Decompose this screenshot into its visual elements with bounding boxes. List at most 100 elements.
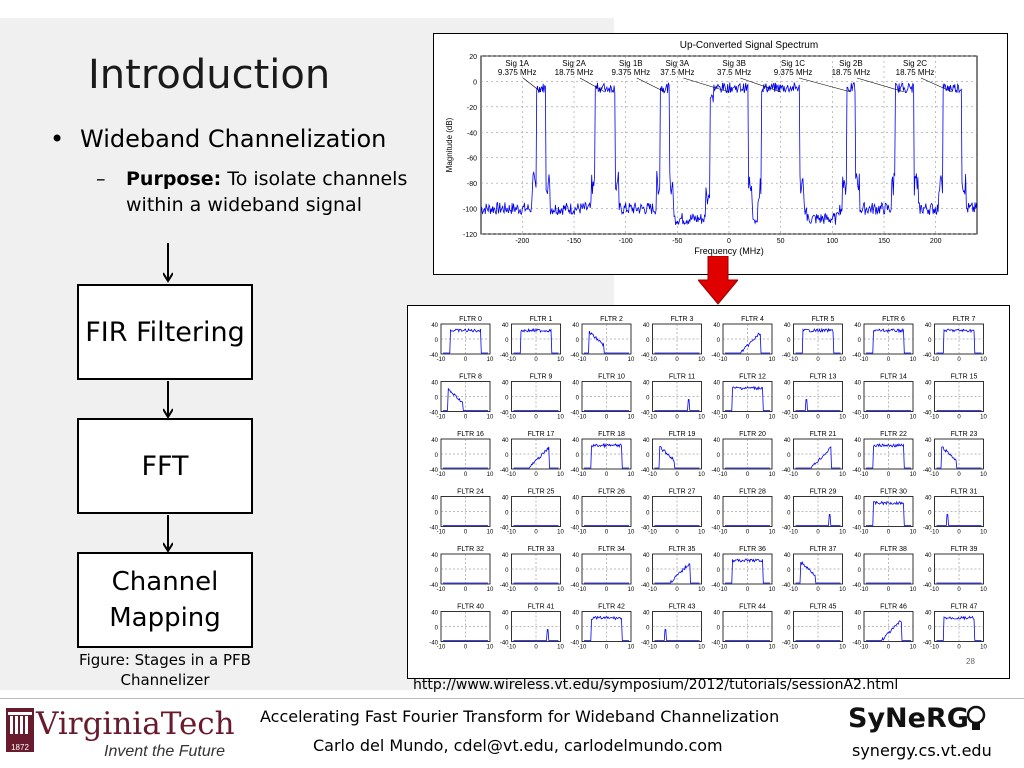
filter-ytick: 40 [572,381,579,387]
filter-xtick: -10 [578,415,587,421]
filter-xtick: 0 [675,530,679,536]
filter-xtick: -10 [578,357,587,363]
filter-xtick: 10 [980,530,987,536]
filter-xtick: 0 [816,415,820,421]
filter-ytick: -40 [852,411,861,417]
filter-ytick: -40 [782,468,791,474]
filter-label: FLTR 25 [528,489,555,496]
filter-label: FLTR 22 [880,431,907,438]
filter-ytick: 40 [431,496,438,502]
filter-xtick: 0 [957,415,961,421]
filter-label: FLTR 8 [459,374,482,381]
filter-label: FLTR 45 [810,604,837,611]
filter-xtick: 0 [464,587,468,593]
filter-ytick: -40 [711,468,720,474]
filter-xtick: 10 [698,357,705,363]
filter-ytick: 40 [925,496,932,502]
filter-xtick: 0 [746,530,750,536]
filter-xtick: 10 [557,530,564,536]
footer-divider [0,698,1024,699]
spectrum-ytick: -40 [467,130,477,137]
filter-ytick: 40 [784,611,791,617]
filter-xtick: -10 [930,645,939,651]
filter-ytick: 40 [784,553,791,559]
filter-ytick: -40 [923,526,932,532]
filter-xtick: 10 [910,645,917,651]
filter-xtick: -10 [437,357,446,363]
filter-ytick: -40 [711,583,720,589]
filter-xtick: 0 [464,472,468,478]
filter-xtick: 10 [769,587,776,593]
spectrum-ytick: -60 [467,156,477,163]
filter-ytick: -40 [641,641,650,647]
filter-response-trace [654,563,700,584]
filter-ytick: 40 [854,323,861,329]
signal-name-label: Sig 3A [666,59,690,68]
filter-xtick: -10 [719,587,728,593]
filter-label: FLTR 24 [457,489,484,496]
filter-ytick: 0 [505,511,509,517]
filter-xtick: 0 [887,530,891,536]
filter-ytick: -40 [923,641,932,647]
filter-ytick: -40 [711,526,720,532]
filter-response-trace [725,558,770,584]
filter-label: FLTR 20 [739,431,766,438]
filter-xtick: -10 [789,472,798,478]
filter-ytick: 0 [717,626,721,632]
filter-ytick: -40 [570,641,579,647]
filter-label: FLTR 42 [598,604,625,611]
filter-label: FLTR 28 [739,489,766,496]
filter-xtick: -10 [789,530,798,536]
filter-xtick: -10 [930,357,939,363]
filter-ytick: 40 [431,438,438,444]
filter-label: FLTR 26 [598,489,625,496]
filter-xtick: 0 [816,587,820,593]
filter-ytick: 40 [784,438,791,444]
filter-label: FLTR 29 [810,489,837,496]
filter-ytick: 40 [572,611,579,617]
filter-xtick: 0 [746,472,750,478]
bullet-item: • Wideband Channelization [50,125,386,153]
filter-label: FLTR 37 [810,546,837,553]
stage-channel-mapping: Channel Mapping [77,552,253,648]
filter-ytick: 40 [502,553,509,559]
signal-pointer [740,77,781,93]
filter-ytick: 40 [854,611,861,617]
filter-ytick: 40 [784,496,791,502]
filter-xtick: 0 [816,645,820,651]
filter-ytick: 40 [572,496,579,502]
filter-ytick: 0 [576,626,580,632]
spectrum-xtick: -100 [619,238,633,245]
filter-xtick: 0 [675,645,679,651]
filter-response-trace [866,443,911,469]
filter-xtick: -10 [930,472,939,478]
filter-ytick: -40 [923,468,932,474]
filter-response-trace [795,399,841,411]
filter-ytick: 0 [505,396,509,402]
down-arrow-icon [698,256,738,305]
filter-ytick: -40 [852,468,861,474]
filter-label: FLTR 2 [600,316,623,323]
filter-xtick: 10 [698,472,705,478]
page-number: 28 [966,657,975,666]
filter-ytick: 0 [928,338,932,344]
filter-xtick: -10 [860,587,869,593]
filter-label: FLTR 35 [669,546,696,553]
filter-ytick: 40 [925,553,932,559]
filter-ytick: 0 [435,568,439,574]
filter-response-trace [866,327,911,354]
filter-xtick: -10 [578,645,587,651]
filter-xtick: -10 [789,357,798,363]
filter-ytick: 40 [502,323,509,329]
filter-xtick: 10 [557,357,564,363]
synergy-url: synergy.cs.vt.edu [852,741,992,760]
filter-ytick: -40 [852,353,861,359]
filter-ytick: 40 [854,438,861,444]
signal-name-label: Sig 2C [903,59,927,68]
filter-ytick: -40 [782,353,791,359]
signal-bw-label: 18.75 MHz [555,68,594,77]
bullet-text: Wideband Channelization [80,125,387,153]
filter-ytick: 40 [643,323,650,329]
source-url[interactable]: http://www.wireless.vt.edu/symposium/201… [413,677,899,693]
spectrum-ytick: -120 [463,232,477,239]
